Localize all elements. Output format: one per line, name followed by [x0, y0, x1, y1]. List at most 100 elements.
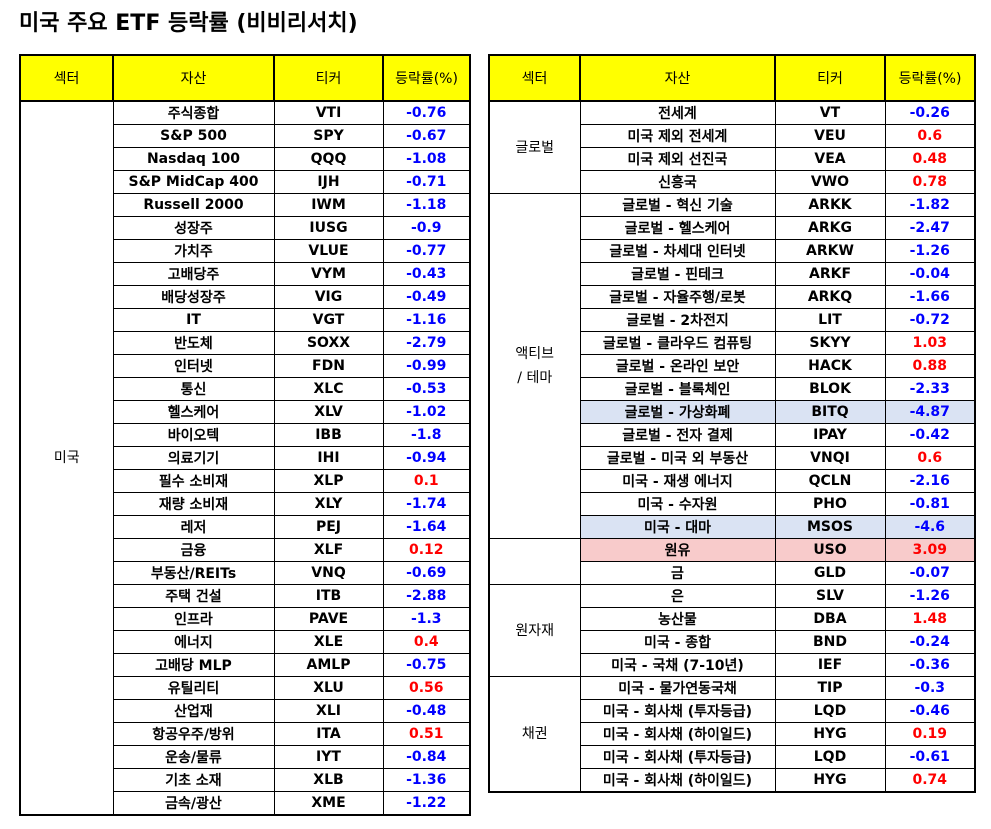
ticker-cell: XLB: [273, 768, 384, 792]
ticker-cell: VEU: [774, 124, 886, 148]
table-row: IT VGT -1.16: [20, 308, 471, 332]
ticker-cell: VLUE: [273, 239, 384, 263]
asset-cell: 기초 소재: [112, 768, 275, 792]
ticker-cell: HACK: [774, 354, 886, 378]
table-row: 성장주 IUSG -0.9: [20, 216, 471, 240]
asset-cell: 글로벌 - 차세대 인터넷: [579, 239, 776, 263]
change-cell: 0.56: [382, 676, 471, 700]
asset-cell: 글로벌 - 헬스케어: [579, 216, 776, 240]
asset-cell: S&P 500: [112, 124, 275, 148]
asset-cell: 미국 - 대마: [579, 515, 776, 539]
sector-cell: [488, 538, 581, 585]
asset-cell: IT: [112, 308, 275, 332]
table-row: 글로벌 - 클라우드 컴퓨팅 SKYY 1.03: [489, 331, 976, 355]
asset-cell: 미국 - 수자원: [579, 492, 776, 516]
table-row: 미국 - 대마 MSOS -4.6: [489, 515, 976, 539]
change-cell: 0.4: [382, 630, 471, 654]
change-cell: -1.82: [884, 193, 976, 217]
change-cell: -1.64: [382, 515, 471, 539]
change-cell: -0.24: [884, 630, 976, 654]
left-etf-table: 섹터 자산 티커 등락률(%) 미국 주식종합 VTI -0.76 S&P 500 SPY…: [19, 54, 471, 816]
asset-cell: S&P MidCap 400: [112, 170, 275, 194]
ticker-cell: XLU: [273, 676, 384, 700]
asset-cell: 고배당 MLP: [112, 653, 275, 677]
table-row: 미국 주식종합 VTI -0.76: [19, 100, 471, 816]
ticker-cell: GLD: [774, 561, 886, 585]
ticker-cell: LIT: [774, 308, 886, 332]
change-cell: -0.43: [382, 262, 471, 286]
asset-cell: 가치주: [112, 239, 275, 263]
asset-cell: 미국 - 물가연동국채: [579, 676, 776, 700]
asset-cell: 은: [579, 584, 776, 608]
table-row: 배당성장주 VIG -0.49: [20, 285, 471, 309]
change-cell: 0.6: [884, 124, 976, 148]
change-cell: 0.48: [884, 147, 976, 171]
header-sector: 섹터: [19, 54, 114, 102]
change-cell: -1.66: [884, 285, 976, 309]
table-row: 원유 USO 3.09: [488, 538, 976, 585]
ticker-cell: IYT: [273, 745, 384, 769]
asset-cell: 부동산/REITs: [112, 561, 275, 585]
change-cell: -1.08: [382, 147, 471, 171]
ticker-cell: VNQ: [273, 561, 384, 585]
table-row: 항공우주/방위 ITA 0.51: [20, 722, 471, 746]
ticker-cell: XLF: [273, 538, 384, 562]
change-cell: -0.69: [382, 561, 471, 585]
change-cell: -1.18: [382, 193, 471, 217]
ticker-cell: PEJ: [273, 515, 384, 539]
ticker-cell: BITQ: [774, 400, 886, 424]
ticker-cell: IHI: [273, 446, 384, 470]
header-ticker: 티커: [273, 54, 384, 102]
asset-cell: 미국 제외 전세계: [579, 124, 776, 148]
ticker-cell: IPAY: [774, 423, 886, 447]
asset-cell: 의료기기: [112, 446, 275, 470]
table-row: 반도체 SOXX -2.79: [20, 331, 471, 355]
sector-label-line: / 테마: [517, 370, 553, 386]
sector-label-line: 채권: [521, 726, 548, 742]
ticker-cell: IUSG: [273, 216, 384, 240]
change-cell: -0.07: [884, 561, 976, 585]
change-cell: 0.6: [884, 446, 976, 470]
change-cell: -0.46: [884, 699, 976, 723]
asset-cell: 항공우주/방위: [112, 722, 275, 746]
ticker-cell: IEF: [774, 653, 886, 677]
ticker-cell: HYG: [774, 768, 886, 793]
ticker-cell: TIP: [774, 676, 886, 700]
ticker-cell: AMLP: [273, 653, 384, 677]
ticker-cell: QCLN: [774, 469, 886, 493]
table-row: 글로벌 - 전자 결제 IPAY -0.42: [489, 423, 976, 447]
change-cell: 0.19: [884, 722, 976, 746]
asset-cell: 헬스케어: [112, 400, 275, 424]
change-cell: 3.09: [884, 538, 976, 562]
table-row: 미국 - 회사채 (하이일드) HYG 0.74: [489, 768, 976, 793]
change-cell: -0.67: [382, 124, 471, 148]
sector-cell: 원자재: [488, 584, 581, 677]
asset-cell: 원유: [579, 538, 776, 562]
asset-cell: 미국 - 종합: [579, 630, 776, 654]
asset-cell: 재량 소비재: [112, 492, 275, 516]
asset-cell: 글로벌 - 클라우드 컴퓨팅: [579, 331, 776, 355]
table-row: 운송/물류 IYT -0.84: [20, 745, 471, 769]
change-cell: 0.51: [382, 722, 471, 746]
change-cell: -0.72: [884, 308, 976, 332]
header-change: 등락률(%): [382, 54, 471, 102]
table-row: 기초 소재 XLB -1.36: [20, 768, 471, 792]
asset-cell: 인터넷: [112, 354, 275, 378]
header-ticker: 티커: [774, 54, 886, 102]
change-cell: -0.84: [382, 745, 471, 769]
asset-cell: 글로벌 - 블록체인: [579, 377, 776, 401]
change-cell: -1.22: [382, 791, 471, 816]
change-cell: -0.49: [382, 285, 471, 309]
table-row: 글로벌 - 차세대 인터넷 ARKW -1.26: [489, 239, 976, 263]
ticker-cell: VT: [774, 100, 886, 125]
change-cell: 0.12: [382, 538, 471, 562]
table-row: 인프라 PAVE -1.3: [20, 607, 471, 631]
asset-cell: 주택 건설: [112, 584, 275, 608]
ticker-cell: IBB: [273, 423, 384, 447]
asset-cell: 인프라: [112, 607, 275, 631]
asset-cell: 배당성장주: [112, 285, 275, 309]
ticker-cell: SLV: [774, 584, 886, 608]
asset-cell: 글로벌 - 미국 외 부동산: [579, 446, 776, 470]
asset-cell: 운송/물류: [112, 745, 275, 769]
asset-cell: 미국 - 재생 에너지: [579, 469, 776, 493]
